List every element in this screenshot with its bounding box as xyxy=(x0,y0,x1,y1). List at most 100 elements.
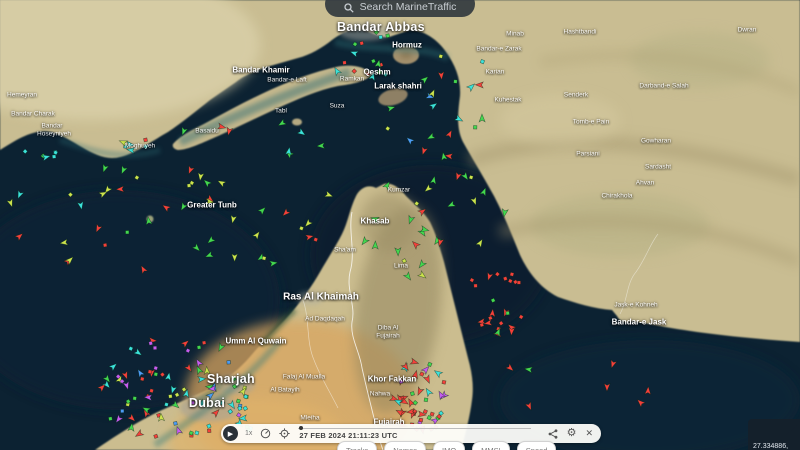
timeline-playhead[interactable] xyxy=(299,426,304,430)
vessel-marker[interactable] xyxy=(188,430,194,436)
vessel-marker[interactable] xyxy=(237,386,248,397)
vessel-marker[interactable] xyxy=(205,390,216,401)
vessel-marker[interactable] xyxy=(304,233,315,242)
vessel-marker[interactable] xyxy=(504,362,516,373)
vessel-marker[interactable] xyxy=(423,397,429,403)
vessel-marker[interactable] xyxy=(378,34,383,40)
vessel-marker[interactable] xyxy=(406,397,416,408)
vessel-marker[interactable] xyxy=(370,58,377,64)
vessel-marker[interactable] xyxy=(433,368,444,379)
vessel-marker[interactable] xyxy=(227,408,234,415)
vessel-marker[interactable] xyxy=(236,412,242,418)
vessel-marker[interactable] xyxy=(342,60,347,65)
vessel-marker[interactable] xyxy=(231,253,239,263)
vessel-marker[interactable] xyxy=(164,371,172,382)
vessel-marker[interactable] xyxy=(417,410,427,418)
vessel-marker[interactable] xyxy=(152,345,158,351)
vessel-marker[interactable] xyxy=(115,373,122,380)
vessel-marker[interactable] xyxy=(14,231,25,242)
vessel-marker[interactable] xyxy=(603,382,611,393)
vessel-marker[interactable] xyxy=(360,235,371,247)
vessel-marker[interactable] xyxy=(143,137,148,143)
vessel-marker[interactable] xyxy=(351,68,358,74)
vessel-marker[interactable] xyxy=(468,174,474,180)
vessel-marker[interactable] xyxy=(427,88,437,99)
vessel-marker[interactable] xyxy=(198,398,206,408)
vessel-marker[interactable] xyxy=(159,371,166,378)
vessel-marker[interactable] xyxy=(373,29,380,35)
vessel-marker[interactable] xyxy=(427,361,433,367)
vessel-marker[interactable] xyxy=(153,433,159,439)
vessel-marker[interactable] xyxy=(469,277,475,283)
vessel-marker[interactable] xyxy=(493,327,502,338)
vessel-marker[interactable] xyxy=(413,200,420,207)
vessel-marker[interactable] xyxy=(364,71,371,77)
vessel-marker[interactable] xyxy=(524,400,534,412)
vessel-marker[interactable] xyxy=(128,345,134,352)
vessel-marker[interactable] xyxy=(478,113,486,123)
vessel-marker[interactable] xyxy=(479,322,485,328)
vessel-marker[interactable] xyxy=(179,126,189,137)
vessel-marker[interactable] xyxy=(473,125,478,130)
vessel-marker[interactable] xyxy=(190,400,195,405)
vessel-marker[interactable] xyxy=(108,416,113,422)
vessel-marker[interactable] xyxy=(394,247,402,257)
vessel-marker[interactable] xyxy=(197,171,205,182)
vessel-marker[interactable] xyxy=(438,410,444,417)
vessel-marker[interactable] xyxy=(405,407,416,415)
vessel-marker[interactable] xyxy=(185,347,191,354)
vessel-marker[interactable] xyxy=(219,400,225,406)
vessel-marker[interactable] xyxy=(453,113,464,124)
vessel-marker[interactable] xyxy=(422,374,432,385)
vessel-marker[interactable] xyxy=(100,163,110,174)
vessel-marker[interactable] xyxy=(412,399,419,406)
vessel-marker[interactable] xyxy=(436,237,445,248)
vessel-marker[interactable] xyxy=(635,397,647,409)
vessel-marker[interactable] xyxy=(216,122,227,131)
vessel-marker[interactable] xyxy=(410,239,422,250)
vessel-marker[interactable] xyxy=(420,145,429,156)
vessel-marker[interactable] xyxy=(186,164,196,175)
vessel-marker[interactable] xyxy=(382,71,389,78)
vessel-marker[interactable] xyxy=(465,82,477,93)
vessel-marker[interactable] xyxy=(191,242,202,253)
vessel-marker[interactable] xyxy=(161,203,172,213)
vessel-marker[interactable] xyxy=(134,428,145,439)
vessel-marker[interactable] xyxy=(182,388,191,399)
vessel-marker[interactable] xyxy=(332,66,343,77)
vessel-marker[interactable] xyxy=(429,411,435,417)
vessel-marker[interactable] xyxy=(231,376,237,382)
vessel-marker[interactable] xyxy=(483,318,493,327)
vessel-marker[interactable] xyxy=(126,412,137,424)
vessel-marker[interactable] xyxy=(103,184,113,195)
vessel-marker[interactable] xyxy=(298,225,305,231)
vessel-marker[interactable] xyxy=(231,383,238,390)
vessel-marker[interactable] xyxy=(181,386,187,393)
vessel-marker[interactable] xyxy=(419,74,430,85)
vessel-marker[interactable] xyxy=(454,171,463,182)
vessel-marker[interactable] xyxy=(523,366,534,374)
vessel-marker[interactable] xyxy=(242,405,249,412)
vessel-marker[interactable] xyxy=(229,214,238,225)
target-icon[interactable] xyxy=(279,428,291,439)
vessel-marker[interactable] xyxy=(490,297,496,304)
toggle-tracks[interactable]: Tracks xyxy=(337,441,378,450)
vessel-marker[interactable] xyxy=(609,358,618,369)
vessel-marker[interactable] xyxy=(216,178,227,188)
vessel-marker[interactable] xyxy=(436,413,442,420)
vessel-marker[interactable] xyxy=(157,412,166,422)
vessel-marker[interactable] xyxy=(423,183,434,194)
vessel-marker[interactable] xyxy=(410,369,420,380)
vessel-marker[interactable] xyxy=(64,255,75,266)
vessel-marker[interactable] xyxy=(436,390,447,401)
vessel-marker[interactable] xyxy=(237,414,248,422)
vessel-marker[interactable] xyxy=(419,225,430,234)
vessel-marker[interactable] xyxy=(485,271,494,282)
vessel-marker[interactable] xyxy=(426,131,437,142)
vessel-marker[interactable] xyxy=(268,260,279,268)
vessel-marker[interactable] xyxy=(118,138,129,148)
vessel-marker[interactable] xyxy=(52,149,59,156)
vessel-marker[interactable] xyxy=(385,33,391,39)
vessel-marker[interactable] xyxy=(148,340,154,346)
vessel-marker[interactable] xyxy=(94,223,104,234)
